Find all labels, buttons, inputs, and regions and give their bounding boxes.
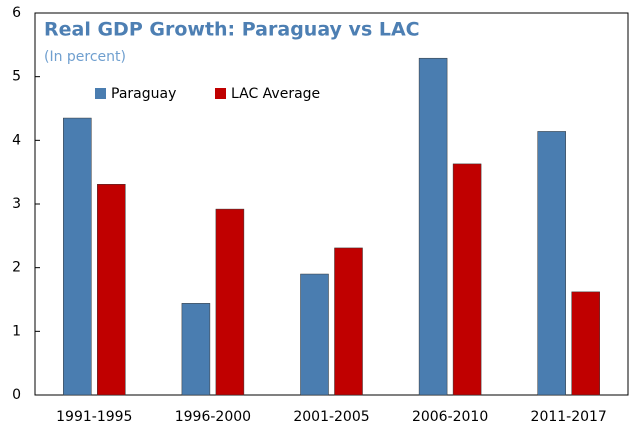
bar bbox=[334, 247, 363, 396]
legend-swatch bbox=[95, 88, 106, 99]
y-tick-label: 3 bbox=[12, 196, 21, 212]
bar bbox=[537, 131, 566, 396]
chart-subtitle: (In percent) bbox=[44, 49, 126, 65]
bar bbox=[97, 184, 126, 396]
x-tick-label: 2006-2010 bbox=[412, 409, 488, 425]
y-tick-label: 4 bbox=[12, 132, 21, 148]
bar bbox=[63, 117, 92, 396]
bar bbox=[215, 208, 245, 396]
bar bbox=[571, 291, 600, 396]
legend-label: Paraguay bbox=[111, 86, 176, 102]
chart-title: Real GDP Growth: Paraguay vs LAC bbox=[44, 19, 420, 41]
y-tick-label: 2 bbox=[12, 260, 21, 276]
legend-swatch bbox=[215, 88, 226, 99]
x-tick-label: 1991-1995 bbox=[56, 409, 132, 425]
x-tick-label: 1996-2000 bbox=[175, 409, 251, 425]
bar bbox=[452, 163, 482, 396]
x-tick-label: 2001-2005 bbox=[293, 409, 369, 425]
y-tick-label: 6 bbox=[12, 5, 21, 21]
x-tick-label: 2011-2017 bbox=[531, 409, 607, 425]
y-tick-label: 0 bbox=[12, 387, 21, 403]
y-tick-label: 1 bbox=[12, 323, 21, 339]
bar bbox=[181, 303, 211, 396]
y-tick-label: 5 bbox=[12, 69, 21, 85]
legend-label: LAC Average bbox=[231, 86, 320, 102]
bar bbox=[418, 57, 448, 396]
bar bbox=[300, 273, 329, 396]
